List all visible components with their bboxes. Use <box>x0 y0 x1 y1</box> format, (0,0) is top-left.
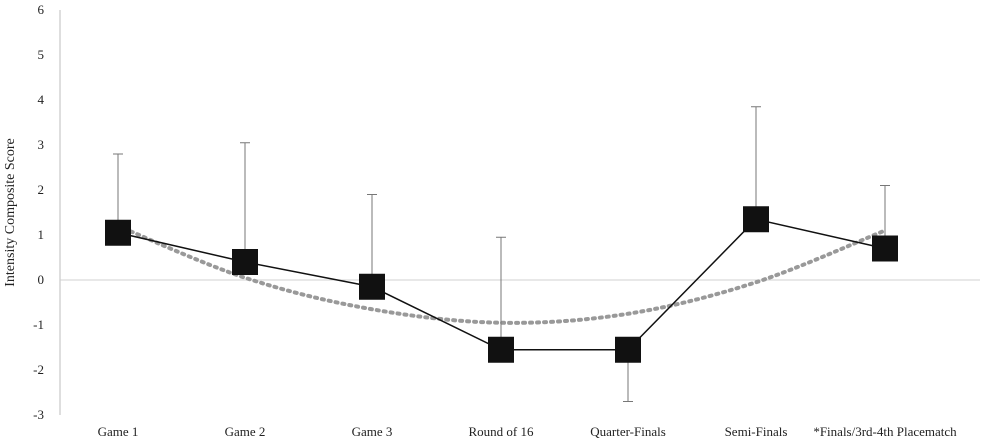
data-point-marker <box>872 235 898 262</box>
data-point-marker <box>232 249 258 275</box>
data-point-marker <box>105 219 131 246</box>
chart-axes <box>59 10 980 415</box>
y-axis-title: Intensity Composite Score <box>3 138 18 287</box>
data-point-marker <box>488 336 514 363</box>
y-tick-label: 6 <box>38 2 45 17</box>
x-tick-label: Semi-Finals <box>725 424 788 439</box>
y-tick-label: 0 <box>38 272 45 287</box>
x-tick-label: Game 2 <box>225 424 266 439</box>
y-tick-label: 1 <box>38 227 45 242</box>
data-point-marker <box>615 336 641 363</box>
data-point-marker <box>743 206 769 233</box>
x-tick-label: Game 3 <box>352 424 393 439</box>
data-point-marker <box>359 273 385 300</box>
y-tick-label: -3 <box>33 407 44 422</box>
y-tick-label: -2 <box>33 362 44 377</box>
labels-layer: -3 -2 -1 0 1 2 3 4 5 6 Intensity Composite Score Ga… <box>3 2 957 439</box>
series-layer <box>105 206 898 363</box>
x-tick-label: *Finals/3rd-4th Placematch <box>813 424 957 439</box>
y-tick-label: 4 <box>38 92 45 107</box>
y-tick-label: 2 <box>38 182 45 197</box>
y-tick-label: -1 <box>33 317 44 332</box>
x-tick-label: Round of 16 <box>469 424 535 439</box>
y-tick-label: 5 <box>38 47 45 62</box>
x-tick-label: Game 1 <box>98 424 139 439</box>
y-tick-label: 3 <box>38 137 45 152</box>
error-bars-layer <box>113 106 890 402</box>
x-tick-label: Quarter-Finals <box>590 424 666 439</box>
